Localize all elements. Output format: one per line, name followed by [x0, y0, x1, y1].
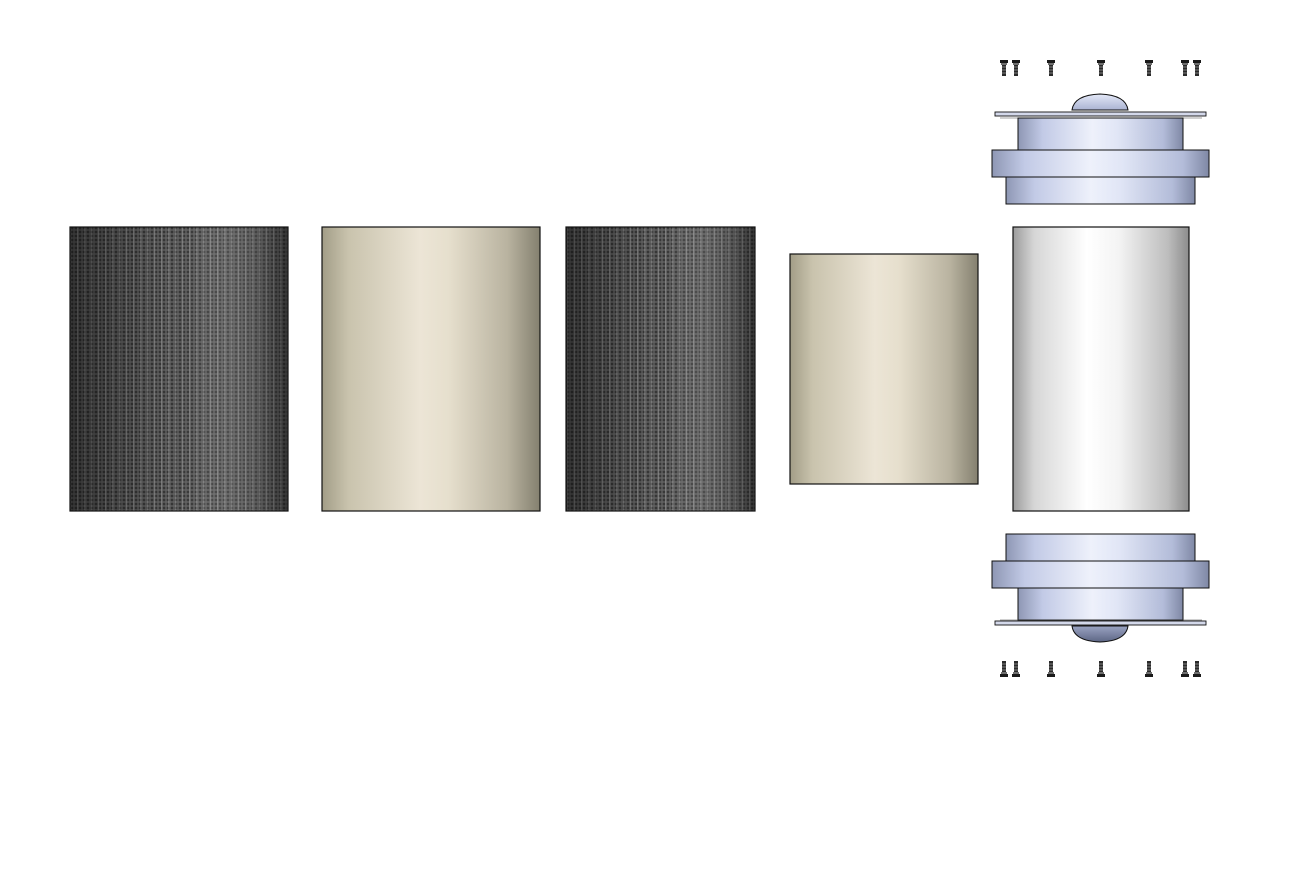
outer-solid-tube[interactable] — [321, 226, 541, 512]
bottom-end-cap[interactable] — [991, 533, 1210, 643]
bottom-screws[interactable] — [999, 660, 1202, 678]
inner-short-tube[interactable] — [789, 253, 979, 485]
top-screws[interactable] — [999, 59, 1202, 77]
core-cylinder[interactable] — [1012, 226, 1190, 512]
top-end-cap[interactable] — [991, 93, 1210, 205]
outer-mesh-sleeve[interactable] — [69, 226, 289, 512]
inner-mesh-sleeve[interactable] — [565, 226, 756, 512]
